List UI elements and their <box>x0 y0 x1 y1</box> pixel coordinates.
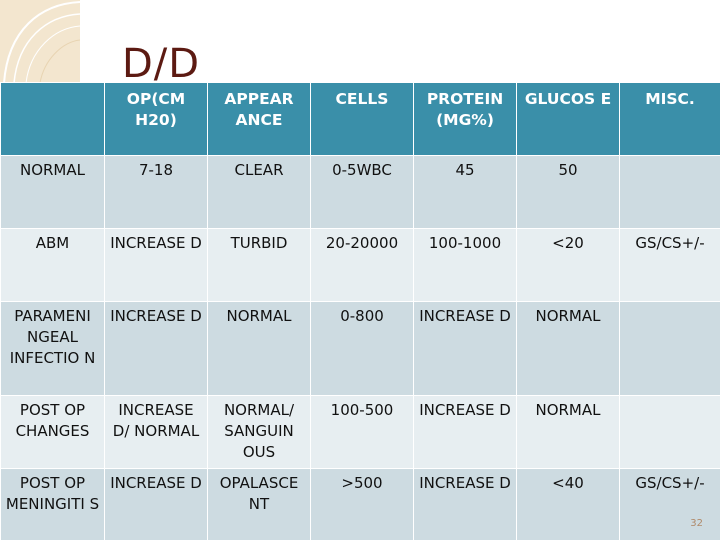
table-cell: NORMAL <box>208 302 311 396</box>
table-row-post-op-changes: POST OP CHANGES INCREASE D/ NORMAL NORMA… <box>1 396 720 469</box>
table-cell: NORMAL <box>517 396 620 469</box>
slide-title: D/D <box>122 44 200 84</box>
table-cell: 100-500 <box>311 396 414 469</box>
header-cell-glucose: GLUCOS E <box>517 83 620 156</box>
table-cell: 45 <box>414 156 517 229</box>
table-cell: INCREASE D <box>414 302 517 396</box>
table-row-post-op-meningitis: POST OP MENINGITI S INCREASE D OPALASCE … <box>1 469 720 541</box>
table-cell: INCREASE D/ NORMAL <box>105 396 208 469</box>
table-cell: NORMAL <box>1 156 105 229</box>
table-cell: POST OP MENINGITI S <box>1 469 105 541</box>
table-cell: INCREASE D <box>414 469 517 541</box>
header-cell-cells: CELLS <box>311 83 414 156</box>
table-row-parameningeal: PARAMENI NGEAL INFECTIO N INCREASE D NOR… <box>1 302 720 396</box>
table-cell: INCREASE D <box>105 229 208 302</box>
table-cell: 100-1000 <box>414 229 517 302</box>
table-cell: POST OP CHANGES <box>1 396 105 469</box>
table-cell: 50 <box>517 156 620 229</box>
table-row-normal: NORMAL 7-18 CLEAR 0-5WBC 45 50 <box>1 156 720 229</box>
differential-diagnosis-table: OP(CM H20) APPEAR ANCE CELLS PROTEIN (MG… <box>0 82 720 541</box>
table-cell: 7-18 <box>105 156 208 229</box>
table-cell: GS/CS+/- <box>620 229 720 302</box>
table-cell: PARAMENI NGEAL INFECTIO N <box>1 302 105 396</box>
table-cell: INCREASE D <box>414 396 517 469</box>
table-cell: NORMAL <box>517 302 620 396</box>
corner-decoration <box>0 0 80 83</box>
table-cell: ABM <box>1 229 105 302</box>
header-cell-blank <box>1 83 105 156</box>
table-cell <box>620 156 720 229</box>
table-cell: NORMAL/ SANGUIN OUS <box>208 396 311 469</box>
table-cell: INCREASE D <box>105 469 208 541</box>
table-cell <box>620 396 720 469</box>
table-cell: >500 <box>311 469 414 541</box>
table-cell: OPALASCE NT <box>208 469 311 541</box>
page-number: 32 <box>690 518 703 529</box>
table-cell: 0-800 <box>311 302 414 396</box>
table-cell <box>620 302 720 396</box>
table-cell: 0-5WBC <box>311 156 414 229</box>
table-cell: CLEAR <box>208 156 311 229</box>
table-cell: 20-20000 <box>311 229 414 302</box>
table-row-abm: ABM INCREASE D TURBID 20-20000 100-1000 … <box>1 229 720 302</box>
table-cell: GS/CS+/- <box>620 469 720 541</box>
table-cell: <20 <box>517 229 620 302</box>
header-cell-op: OP(CM H20) <box>105 83 208 156</box>
header-cell-misc: MISC. <box>620 83 720 156</box>
table-cell: INCREASE D <box>105 302 208 396</box>
header-cell-appearance: APPEAR ANCE <box>208 83 311 156</box>
table-header-row: OP(CM H20) APPEAR ANCE CELLS PROTEIN (MG… <box>1 83 720 156</box>
table-cell: <40 <box>517 469 620 541</box>
header-cell-protein: PROTEIN (MG%) <box>414 83 517 156</box>
table-cell: TURBID <box>208 229 311 302</box>
